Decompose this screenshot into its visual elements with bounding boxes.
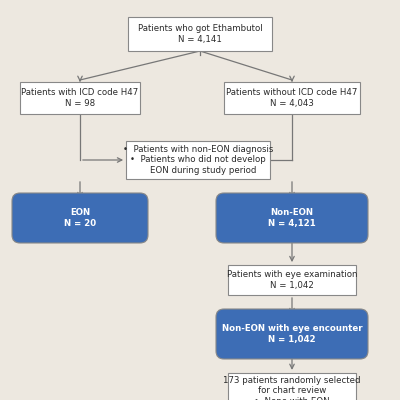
- FancyBboxPatch shape: [216, 309, 368, 359]
- FancyBboxPatch shape: [12, 193, 148, 243]
- Text: Patients with eye examination
N = 1,042: Patients with eye examination N = 1,042: [227, 270, 357, 290]
- FancyBboxPatch shape: [228, 373, 356, 400]
- FancyBboxPatch shape: [224, 82, 360, 114]
- Text: Patients who got Ethambutol
N = 4,141: Patients who got Ethambutol N = 4,141: [138, 24, 262, 44]
- FancyBboxPatch shape: [20, 82, 140, 114]
- Text: 173 patients randomly selected
for chart review
•  None with EON: 173 patients randomly selected for chart…: [223, 376, 361, 400]
- FancyBboxPatch shape: [216, 193, 368, 243]
- Text: EON
N = 20: EON N = 20: [64, 208, 96, 228]
- Text: Non-EON
N = 4,121: Non-EON N = 4,121: [268, 208, 316, 228]
- Text: Patients without ICD code H47
N = 4,043: Patients without ICD code H47 N = 4,043: [226, 88, 358, 108]
- FancyBboxPatch shape: [228, 265, 356, 295]
- Text: Patients with ICD code H47
N = 98: Patients with ICD code H47 N = 98: [21, 88, 139, 108]
- FancyBboxPatch shape: [126, 141, 270, 179]
- FancyBboxPatch shape: [128, 17, 272, 51]
- Text: •  Patients with non-EON diagnosis
•  Patients who did not develop
    EON durin: • Patients with non-EON diagnosis • Pati…: [123, 145, 273, 175]
- Text: Non-EON with eye encounter
N = 1,042: Non-EON with eye encounter N = 1,042: [222, 324, 362, 344]
